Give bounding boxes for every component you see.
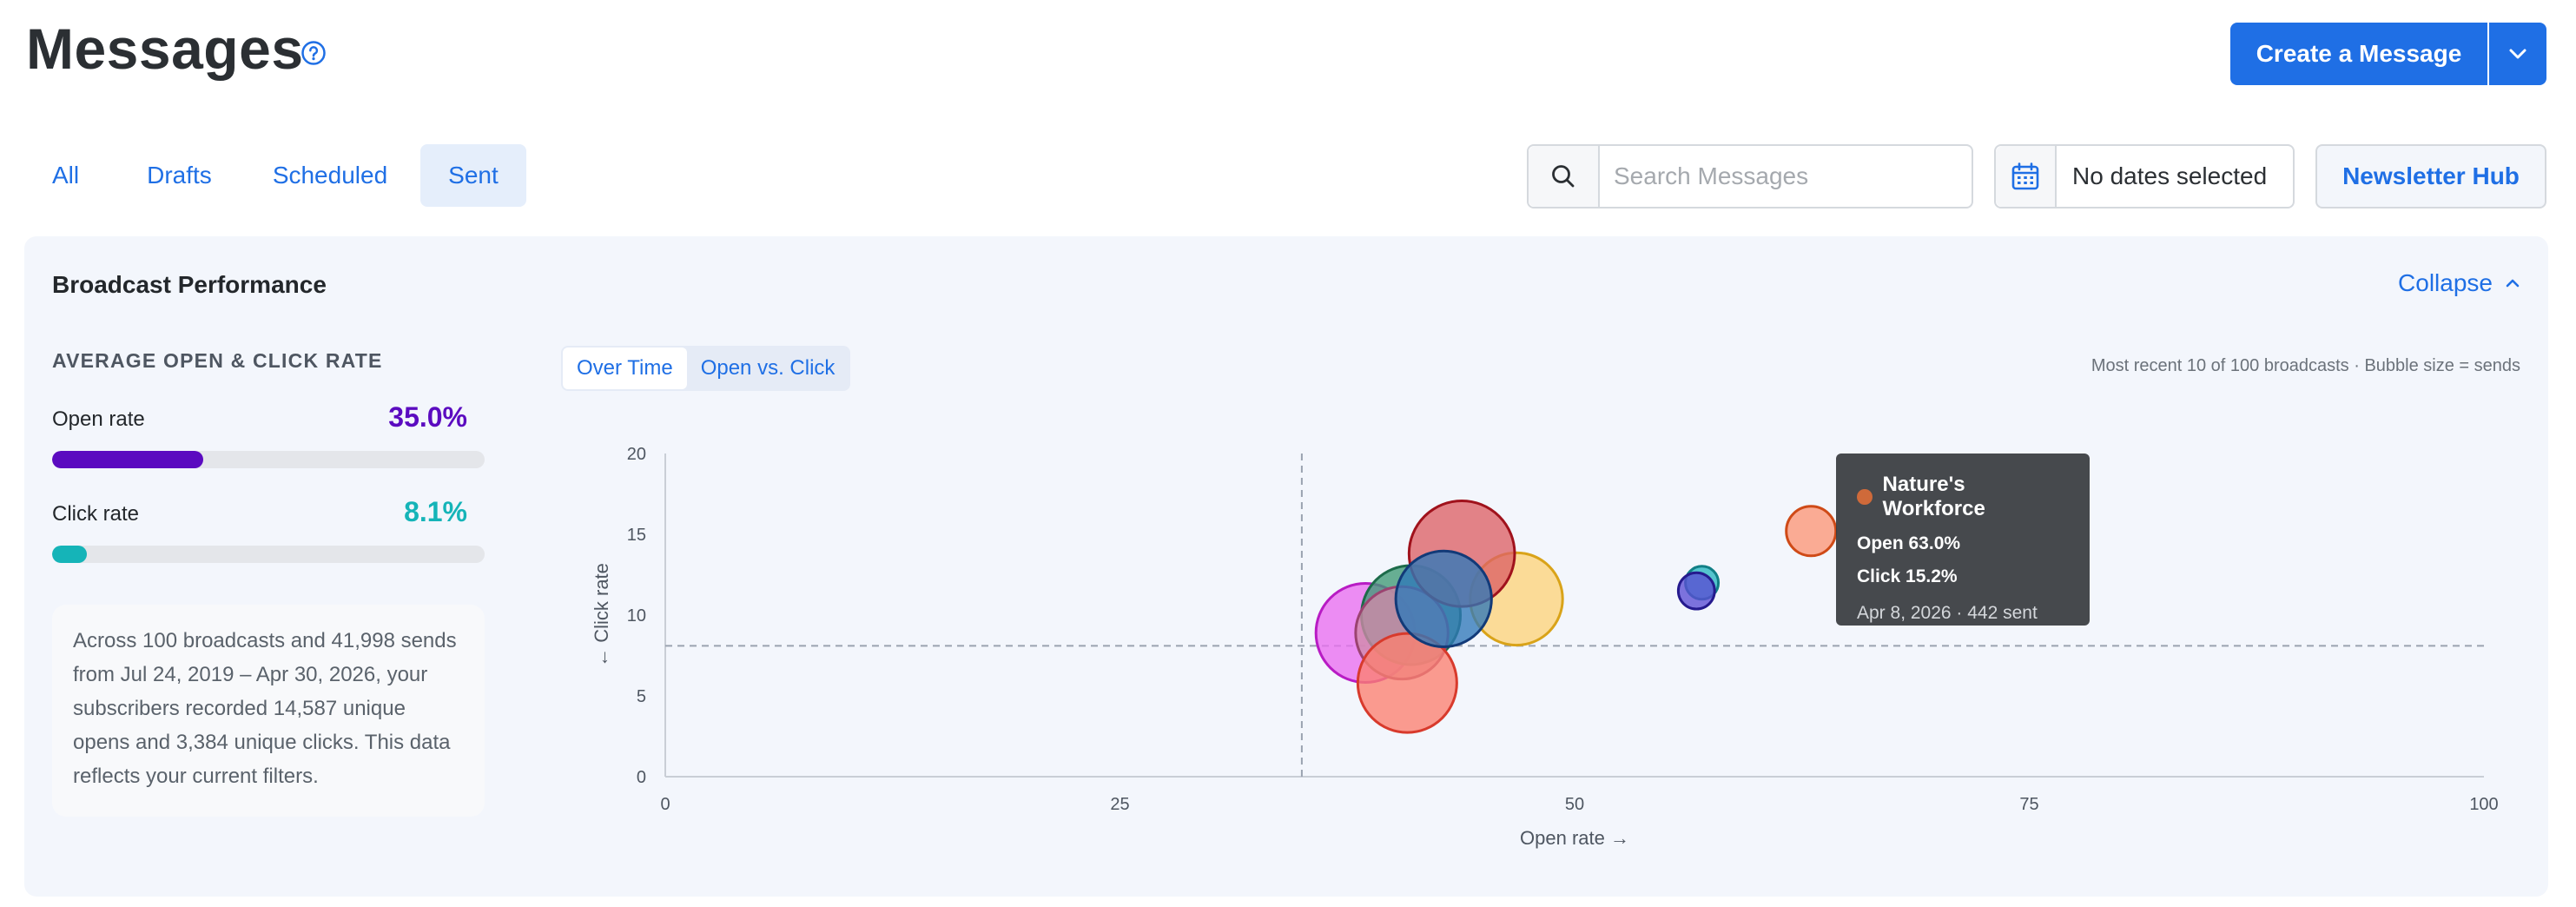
tab-drafts[interactable]: Drafts xyxy=(147,162,212,189)
click-rate-bar xyxy=(52,546,485,563)
open-rate-bar xyxy=(52,451,485,468)
click-rate-label: Click rate xyxy=(52,502,140,526)
search-input[interactable] xyxy=(1600,146,1972,207)
open-rate-value: 35.0% xyxy=(388,401,467,433)
tooltip-title-row: Nature's Workforce xyxy=(1857,473,2069,521)
broadcast-bubble xyxy=(1356,632,1458,734)
x-tick-label: 0 xyxy=(660,795,670,814)
y-tick-label: 5 xyxy=(637,687,646,706)
search-box xyxy=(1527,144,1973,209)
tab-sent[interactable]: Sent xyxy=(420,144,526,207)
date-range-picker[interactable]: No dates selected xyxy=(1994,144,2295,209)
create-options-dropdown[interactable] xyxy=(2489,23,2546,85)
calendar-icon xyxy=(2011,162,2039,190)
create-message-button[interactable]: Create a Message xyxy=(2230,23,2487,85)
x-axis-label: Open rate → xyxy=(1520,827,1629,849)
search-button[interactable] xyxy=(1529,146,1600,207)
message-tabs: All Drafts Scheduled Sent xyxy=(31,144,532,207)
chevron-down-icon xyxy=(2509,49,2526,59)
tooltip-click: Click 15.2% xyxy=(1857,566,1958,586)
panel-title: Broadcast Performance xyxy=(52,271,327,298)
click-rate-value: 8.1% xyxy=(404,496,467,527)
collapse-label: Collapse xyxy=(2398,269,2493,296)
open-rate-label: Open rate xyxy=(52,407,145,431)
date-range-label: No dates selected xyxy=(2072,162,2268,189)
y-tick-label: 15 xyxy=(627,526,646,545)
chart-view-toggle: Over Time Open vs. Click xyxy=(561,346,851,391)
chart-tooltip: Nature's Workforce Open 63.0% Click 15.2… xyxy=(1836,454,2090,626)
summary-text: Across 100 broadcasts and 41,998 sends f… xyxy=(52,605,485,817)
tab-scheduled[interactable]: Scheduled xyxy=(272,162,388,189)
y-tick-label: 10 xyxy=(627,606,646,626)
tab-all[interactable]: All xyxy=(52,162,80,189)
click-rate-bar-fill xyxy=(52,546,88,563)
tooltip-color-dot xyxy=(1857,489,1873,505)
y-tick-label: 0 xyxy=(637,768,646,787)
toggle-open-vs-click[interactable]: Open vs. Click xyxy=(700,356,836,380)
calendar-button[interactable] xyxy=(1996,146,2057,207)
search-icon xyxy=(1552,165,1575,188)
page-title: Messages xyxy=(26,17,304,81)
x-tick-label: 50 xyxy=(1565,795,1584,814)
tooltip-meta: Apr 8, 2026 · 442 sent xyxy=(1857,603,2038,623)
help-icon[interactable] xyxy=(301,40,327,66)
chevron-up-icon xyxy=(2506,279,2520,288)
tooltip-title: Nature's Workforce xyxy=(1882,473,1985,520)
y-tick-label: 20 xyxy=(627,445,646,464)
newsletter-hub-button[interactable]: Newsletter Hub xyxy=(2315,144,2546,209)
broadcast-performance-panel: Broadcast Performance Collapse AVERAGE O… xyxy=(24,236,2548,897)
tooltip-open: Open 63.0% xyxy=(1857,533,1961,553)
x-tick-label: 75 xyxy=(2019,795,2038,814)
x-tick-label: 25 xyxy=(1110,795,1129,814)
y-axis-label: ← Click rate xyxy=(591,563,612,667)
broadcast-bubble xyxy=(1785,505,1838,558)
x-tick-label: 100 xyxy=(2469,795,2498,814)
open-vs-click-chart: 0 5 10 15 20 0 25 50 75 100 Open rate → ← Click rat… xyxy=(591,445,2499,849)
chart-note: Most recent 10 of 100 broadcasts · Bubbl… xyxy=(2091,356,2520,375)
toggle-over-time[interactable]: Over Time xyxy=(563,348,687,389)
open-rate-bar-fill xyxy=(52,451,204,468)
broadcast-bubble xyxy=(1676,571,1716,611)
avg-rate-heading: AVERAGE OPEN & CLICK RATE xyxy=(52,349,383,372)
collapse-button[interactable]: Collapse xyxy=(2398,269,2520,297)
broadcast-bubble xyxy=(1394,549,1493,648)
